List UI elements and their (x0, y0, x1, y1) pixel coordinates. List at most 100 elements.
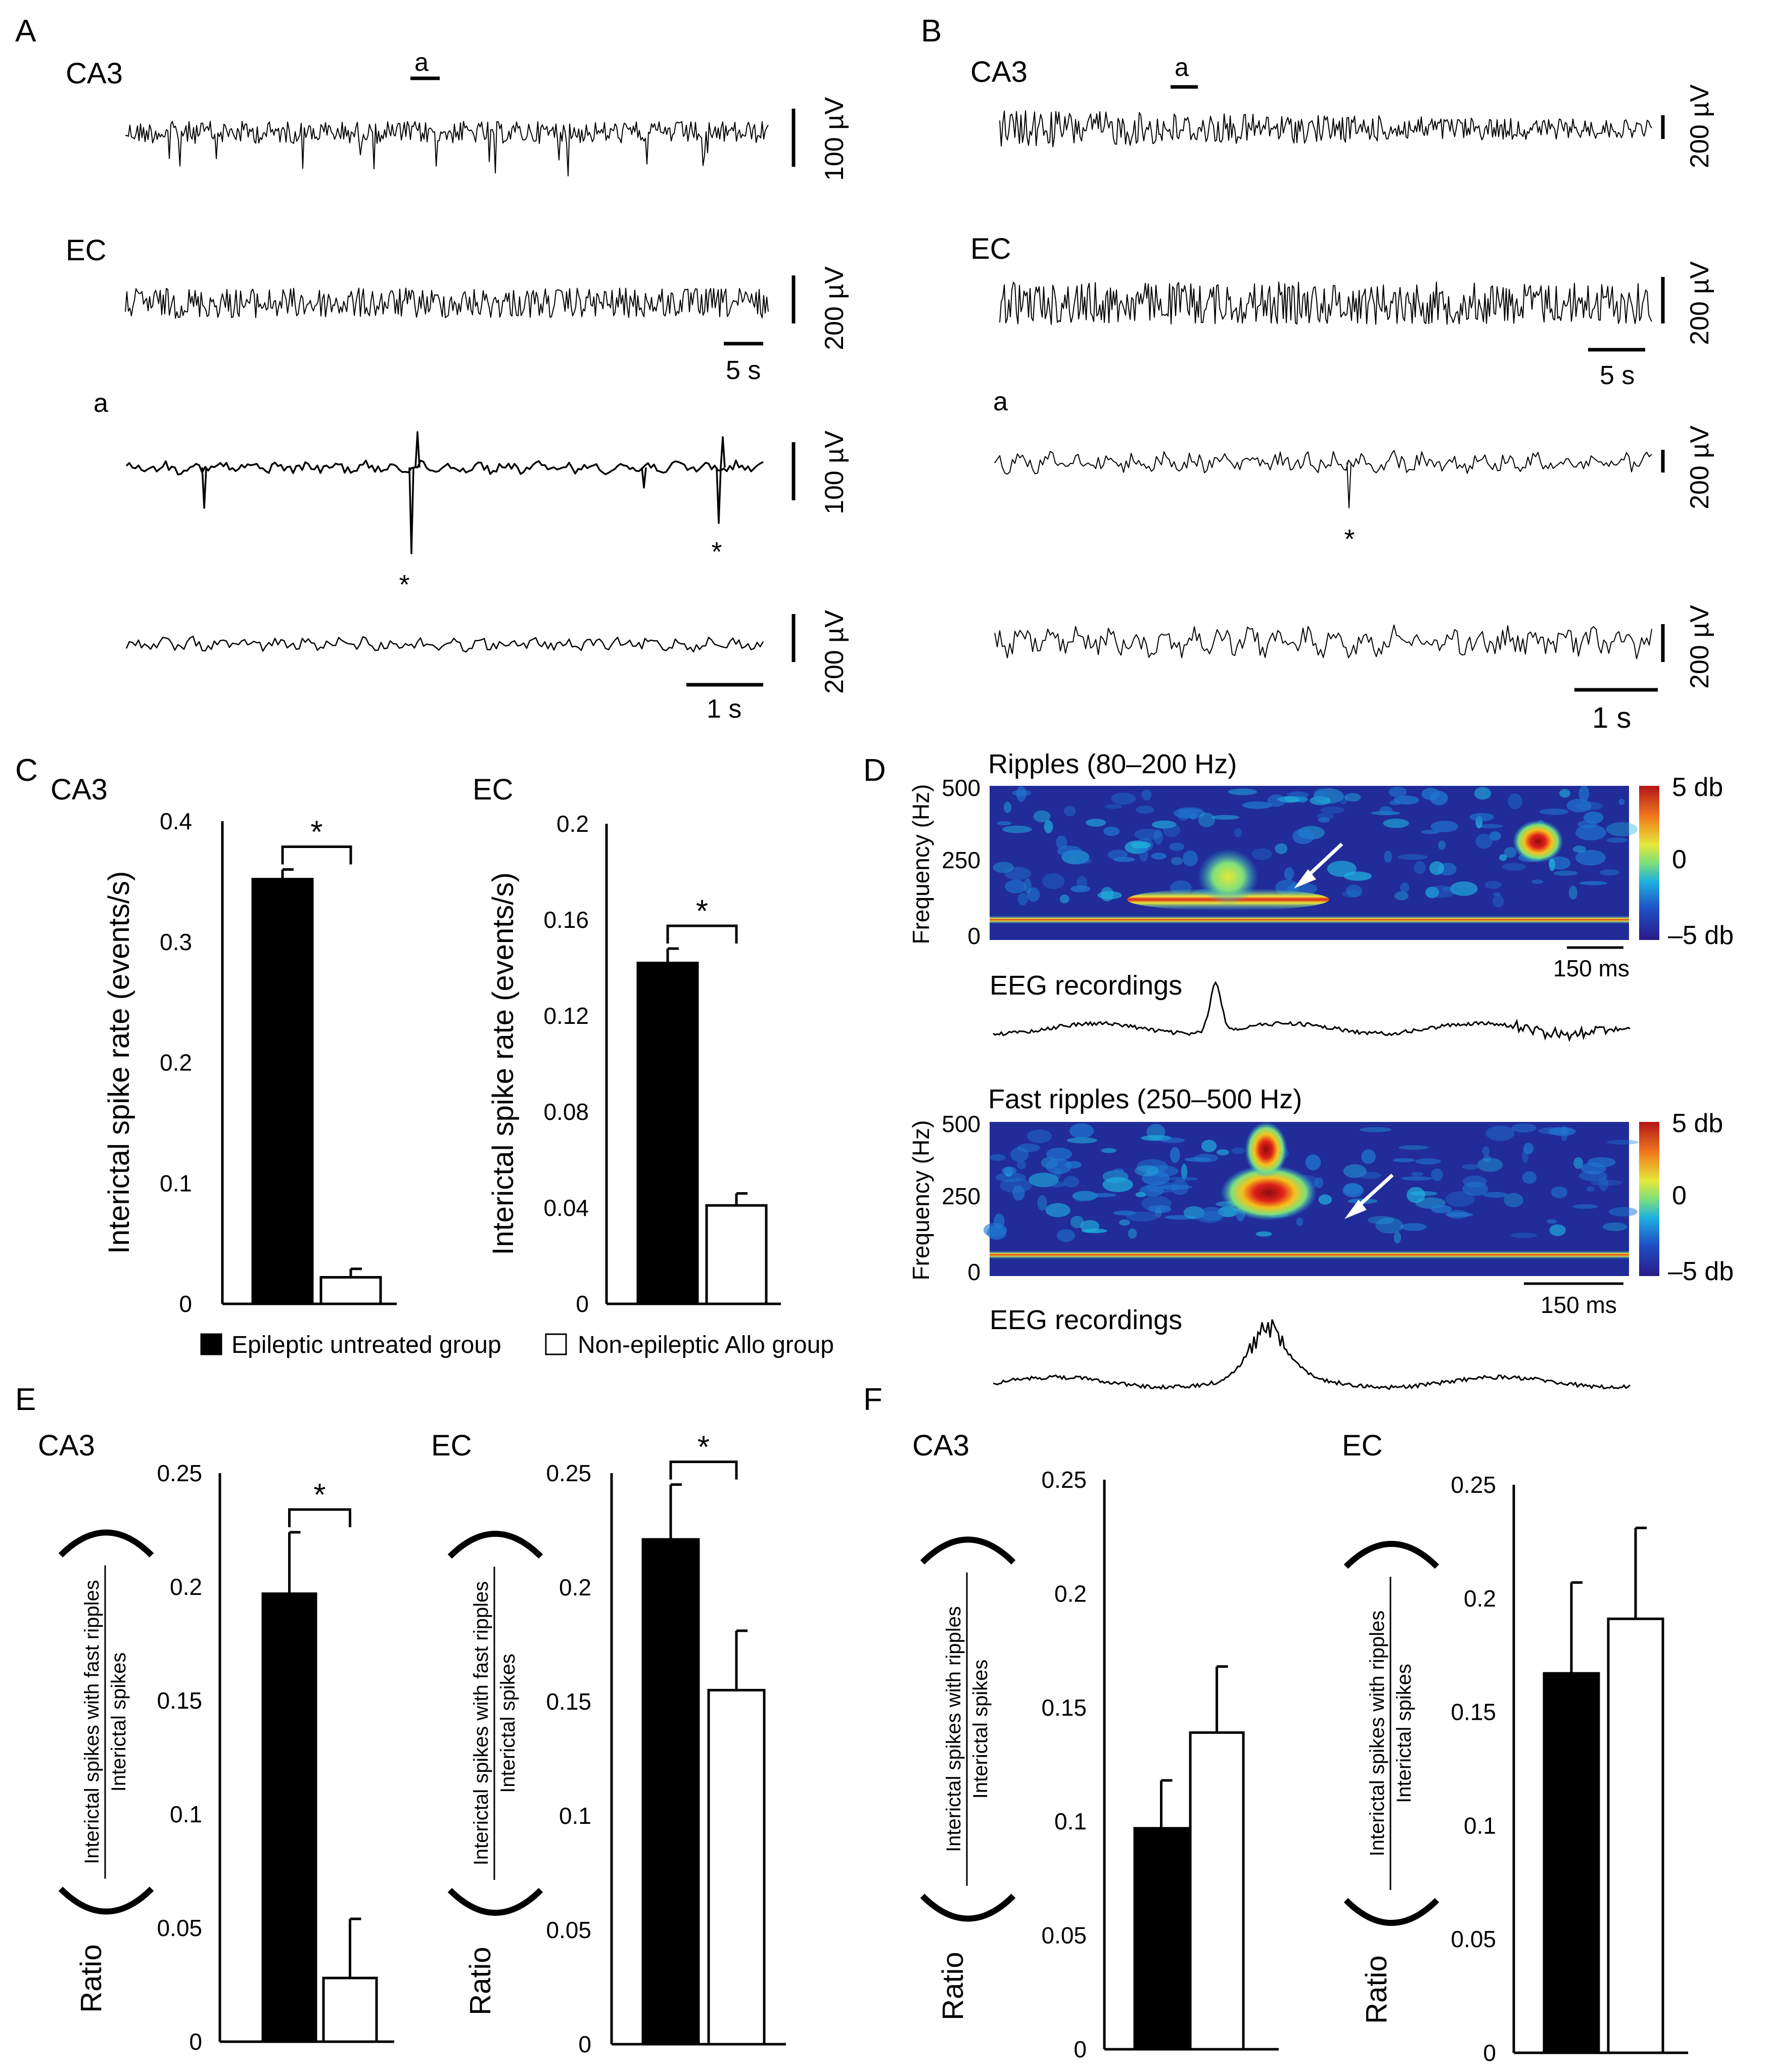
panel-label-b: B (921, 14, 942, 49)
bar-epileptic (641, 1538, 700, 2046)
bracket-close (1343, 1898, 1439, 1926)
legend: Epileptic untreated group Non-epileptic … (200, 1332, 834, 1358)
panel-a-marker: a (414, 48, 429, 76)
panel-a-ca3-trace (125, 121, 769, 176)
panel-b-zoom-scale-2: 200 µV (1685, 605, 1714, 689)
y-tick-label: 0.25 (1041, 1467, 1087, 1493)
panel-a-ca3-scale: 100 µV (820, 97, 849, 181)
y-tick-label: 0.04 (543, 1195, 589, 1221)
y-tick-label: 0.2 (160, 1050, 192, 1076)
significance-bracket (281, 845, 352, 865)
colorbar-2-min: –5 db (1668, 1257, 1734, 1286)
panel-d2-ytick-250: 250 (942, 1183, 981, 1209)
panel-d-ytick-500: 500 (942, 775, 981, 801)
bar-epileptic (1133, 1827, 1189, 2051)
panel-d-eeg-trace-1 (993, 981, 1631, 1042)
y-tick-label: 0.1 (1464, 1812, 1496, 1839)
bracket-close (58, 1887, 154, 1915)
y-axis-ratio-label: Ratio (1360, 1955, 1393, 2023)
y-tick-label: 0.25 (1451, 1472, 1496, 1498)
panel-label-a: A (15, 14, 36, 49)
y-axis-ratio-label: Ratio (937, 1952, 969, 2020)
y-axis-label: Interictal spike rate (events/s) (103, 871, 135, 1254)
panel-b-ca3-trace (999, 110, 1652, 148)
panel-d-fast-title: Fast ripples (250–500 Hz) (988, 1084, 1302, 1114)
y-tick-label: 0.05 (157, 1915, 202, 1941)
y-tick-label: 0.1 (559, 1803, 591, 1829)
panel-d-ylabel-1: Frequency (Hz) (908, 784, 934, 945)
bar-epileptic (1543, 1672, 1600, 2054)
bar-non-epileptic (319, 1276, 382, 1305)
panel-a-zoom-scale-2: 200 µV (820, 610, 849, 694)
colorbar-2-max: 5 db (1672, 1109, 1723, 1138)
panel-d: Ripples (80–200 Hz) Frequency (Hz) 500 2… (908, 749, 1734, 1390)
bracket-open (58, 1529, 154, 1558)
chart-title: CA3 (38, 1429, 95, 1462)
bar-non-epileptic (322, 1976, 378, 2043)
significance-star: * (310, 815, 322, 850)
bracket-open (1343, 1541, 1439, 1569)
y-axis-denominator: Interictal spikes (497, 1654, 519, 1793)
panel-d-time-scale-2: 150 ms (1541, 1292, 1617, 1318)
panel-d2-ytick-500: 500 (942, 1111, 981, 1137)
panel-a-zoom-trace-2 (125, 635, 764, 653)
bar-non-epileptic (1189, 1731, 1245, 2051)
panel-a-ec-trace (125, 288, 769, 319)
y-axis-ratio-label: Ratio (464, 1947, 497, 2015)
bracket-close (447, 1888, 543, 1916)
significance-bracket (288, 1508, 351, 1527)
panel-label-f: F (863, 1382, 882, 1417)
panel-b-ec-trace (999, 281, 1652, 325)
legend-label-nonepileptic: Non-epileptic Allo group (578, 1332, 834, 1358)
panel-a-time-scale: 5 s (726, 356, 761, 385)
legend-swatch-epileptic (200, 1333, 222, 1355)
significance-bracket (666, 924, 738, 944)
y-tick-label: 0.2 (1054, 1580, 1087, 1607)
bar-non-epileptic (707, 1688, 766, 2046)
colorbar-2 (1639, 1122, 1659, 1276)
y-axis-numerator: Interictal spikes with fast ripples (470, 1581, 492, 1865)
panel-b-marker: a (1175, 53, 1189, 81)
y-tick-label: 0 (576, 1291, 589, 1317)
bar-epileptic (636, 962, 699, 1305)
y-axis-denominator: Interictal spikes (108, 1653, 130, 1792)
y-axis-denominator: Interictal spikes (969, 1660, 992, 1799)
panel-b-zoom-trace-2 (994, 624, 1652, 660)
y-tick-label: 0 (189, 2029, 202, 2055)
y-tick-label: 0 (1074, 2036, 1087, 2062)
y-axis-denominator: Interictal spikes (1393, 1664, 1415, 1803)
panel-b-ca3-label: CA3 (970, 56, 1028, 88)
panel-a-ca3-label: CA3 (66, 57, 123, 90)
y-tick-label: 0.2 (1464, 1585, 1496, 1612)
y-tick-label: 0 (578, 2031, 591, 2057)
significance-bracket (669, 1461, 738, 1480)
panel-a-ec-scale: 200 µV (820, 266, 849, 350)
y-tick-label: 0.2 (556, 811, 589, 837)
panel-a-ec-label: EC (66, 234, 107, 267)
panel-b-ec-scale: 200 µV (1685, 261, 1714, 345)
y-tick-label: 0.1 (1054, 1808, 1087, 1834)
legend-label-epileptic: Epileptic untreated group (231, 1332, 501, 1358)
chart-e-ec: EC 0 0.05 0.1 0.15 0.2 0.25 * Ratio Interictal sp… (431, 1429, 786, 2057)
panel-a-sub-label: a (94, 389, 108, 418)
y-tick-label: 0.08 (543, 1099, 589, 1125)
colorbar-1 (1639, 786, 1659, 940)
chart-f-ca3: CA3 0 0.05 0.1 0.15 0.2 0.25 Ratio Interictal sp… (912, 1429, 1279, 2062)
panel-b-zoom-time-scale: 1 s (1592, 701, 1631, 734)
panel-b-zoom-trace-1 (994, 450, 1652, 508)
panel-d-ytick-0: 0 (967, 923, 981, 949)
chart-title: EC (473, 773, 514, 806)
colorbar-2-mid: 0 (1672, 1181, 1687, 1210)
y-tick-label: 0.25 (546, 1460, 591, 1486)
y-tick-label: 0.4 (160, 808, 192, 834)
y-tick-label: 0.12 (543, 1003, 589, 1029)
y-tick-label: 0.15 (157, 1687, 202, 1714)
panel-d-eeg-label-2: EEG recordings (990, 1305, 1182, 1335)
bracket-open (920, 1536, 1016, 1565)
panel-d-time-scale-1: 150 ms (1553, 955, 1630, 981)
y-axis-numerator: Interictal spikes with ripples (943, 1606, 965, 1852)
y-tick-label: 0.25 (157, 1460, 202, 1486)
panel-d-eeg-label-1: EEG recordings (990, 970, 1182, 1001)
y-tick-label: 0 (1483, 2040, 1496, 2066)
panel-b-star: * (1344, 524, 1355, 554)
